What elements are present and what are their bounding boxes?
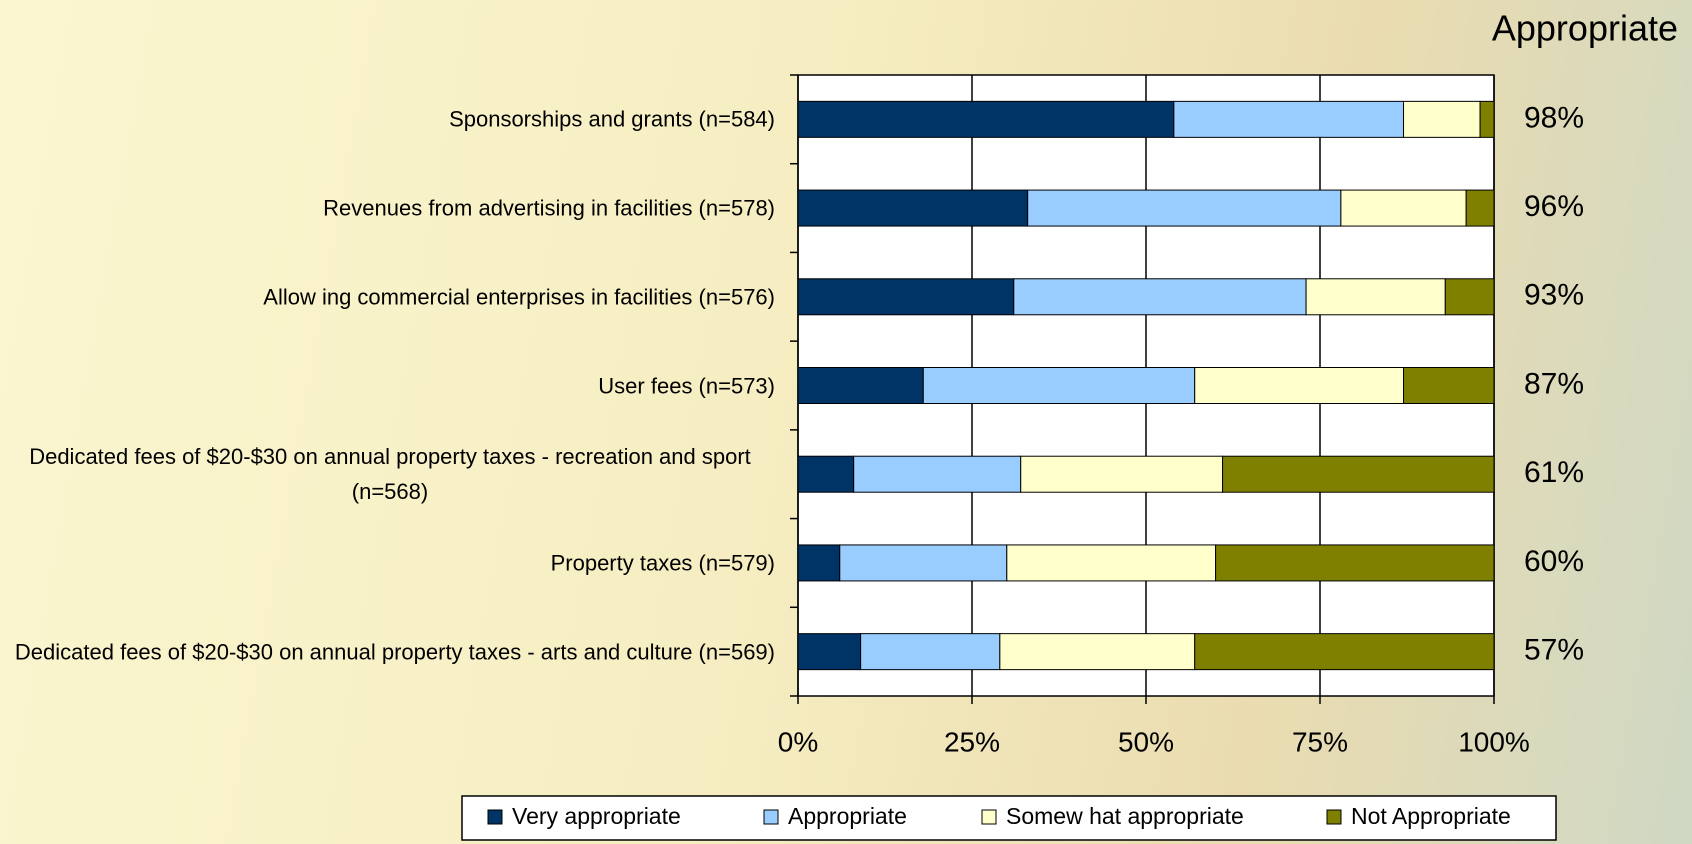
bar-segment <box>999 633 1196 671</box>
bar-segment <box>1194 367 1405 404</box>
x-tick-label: 50% <box>1118 726 1174 757</box>
category-label: Allow ing commercial enterprises in faci… <box>263 284 775 310</box>
bar-segment <box>1013 278 1307 316</box>
appropriate-label: 98% <box>1524 101 1584 134</box>
category-label: Revenues from advertising in facilities … <box>323 195 775 221</box>
legend-label: Not Appropriate <box>1351 803 1511 829</box>
x-tick-label: 0% <box>778 726 818 757</box>
x-tick-label: 25% <box>944 726 1000 757</box>
bar-segment <box>797 367 924 404</box>
category-label: Sponsorships and grants (n=584) <box>449 106 775 132</box>
bar-segment <box>853 455 1022 493</box>
legend-swatch <box>1326 809 1342 825</box>
column-title: Appropriate <box>1492 8 1678 49</box>
bar-segment <box>1020 455 1224 493</box>
x-tick-label: 75% <box>1292 726 1348 757</box>
bar-segment <box>922 367 1196 404</box>
bar-segment <box>1444 278 1495 316</box>
bar-segment <box>1403 100 1481 138</box>
bar-segment <box>1340 189 1467 227</box>
bar-segment <box>1222 455 1495 493</box>
bar-segment <box>1006 544 1217 582</box>
legend-swatch <box>487 809 503 825</box>
bar-segment <box>1173 100 1405 138</box>
category-label: Dedicated fees of $20-$30 on annual prop… <box>14 639 775 665</box>
bar-segment <box>1305 278 1446 316</box>
x-tick-label: 100% <box>1458 726 1530 757</box>
bar-segment <box>1465 189 1495 227</box>
bar-segment <box>797 455 855 493</box>
appropriate-label: 61% <box>1524 456 1584 489</box>
bar-segment <box>1027 189 1342 227</box>
legend-label: Very appropriate <box>512 803 681 829</box>
bar-segment <box>1479 100 1495 138</box>
category-label: Property taxes (n=579) <box>550 550 775 576</box>
legend-box <box>461 795 1557 841</box>
appropriate-label: 93% <box>1524 279 1584 312</box>
bar-segment <box>1215 544 1495 582</box>
bar-segment <box>1403 367 1495 404</box>
appropriate-label: 57% <box>1524 634 1584 667</box>
legend-swatch <box>981 809 997 825</box>
bar-segment <box>839 544 1008 582</box>
bar-segment <box>797 544 841 582</box>
appropriate-label: 60% <box>1524 545 1584 578</box>
bar-segment <box>797 100 1175 138</box>
appropriate-label: 87% <box>1524 367 1584 400</box>
legend-label: Appropriate <box>788 803 907 829</box>
bar-segment <box>797 278 1015 316</box>
bar-segment <box>797 189 1029 227</box>
legend-swatch <box>763 809 779 825</box>
legend-label: Somew hat appropriate <box>1006 803 1244 829</box>
category-label: Dedicated fees of $20-$30 on annual prop… <box>29 444 751 505</box>
bar-segment <box>860 633 1001 671</box>
bar-segment <box>1194 633 1495 671</box>
category-label: User fees (n=573) <box>598 372 775 398</box>
bar-segment <box>797 633 862 671</box>
appropriate-label: 96% <box>1524 190 1584 223</box>
